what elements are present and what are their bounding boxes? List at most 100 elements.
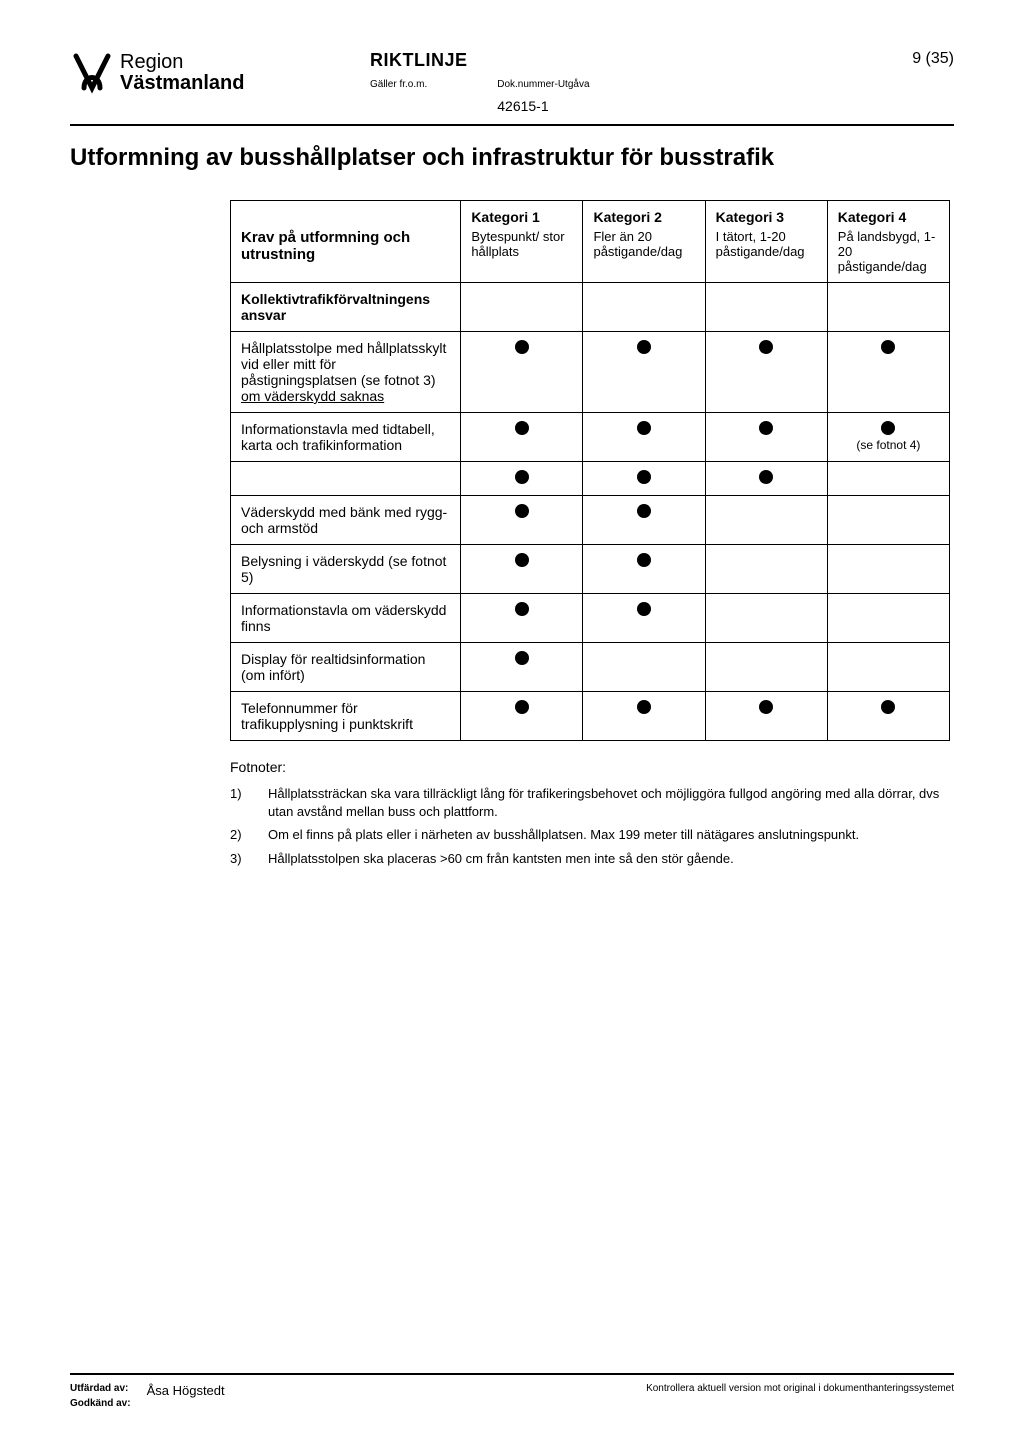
th-kat2: Kategori 2: [583, 201, 705, 230]
footer-left: Utfärdad av: Godkänd av: Åsa Högstedt: [70, 1383, 225, 1409]
table-row: Belysning i väderskydd (se fotnot 5): [231, 545, 950, 594]
doc-type-label: RIKTLINJE: [370, 50, 884, 71]
th-kat3: Kategori 3: [705, 201, 827, 230]
cell-c4: [827, 692, 949, 741]
table-row: Informationstavla med tidtabell, karta o…: [231, 413, 950, 462]
th-kat4-desc: På landsbygd, 1-20 påstigande/dag: [827, 229, 949, 283]
row-label: Informationstavla om väderskydd finns: [231, 594, 461, 643]
cell-c4: (se fotnot 4): [827, 413, 949, 462]
cell-c2: [583, 643, 705, 692]
th-kat1-desc: Bytespunkt/ stor hållplats: [461, 229, 583, 283]
table-row: Väderskydd med bänk med rygg- och armstö…: [231, 496, 950, 545]
table-row: Telefonnummer för trafikupplysning i pun…: [231, 692, 950, 741]
row-label: Display för realtidsinformation (om infö…: [231, 643, 461, 692]
footer-row: Utfärdad av: Godkänd av: Åsa Högstedt Ko…: [70, 1383, 954, 1409]
footnote-text: Hållplatsstolpen ska placeras >60 cm frå…: [268, 850, 734, 868]
logo-block: Region Västmanland: [70, 50, 370, 94]
footer-label-utf: Utfärdad av:: [70, 1383, 131, 1394]
logo-line1: Region: [120, 52, 244, 73]
dot-icon: [515, 700, 529, 714]
footnote-num: 2): [230, 826, 250, 844]
footnote-item: 1)Hållplatssträckan ska vara tillräcklig…: [230, 785, 950, 820]
cell-note: (se fotnot 4): [838, 438, 939, 452]
dot-icon: [515, 651, 529, 665]
dot-icon: [759, 470, 773, 484]
footer-labels: Utfärdad av: Godkänd av:: [70, 1383, 131, 1409]
dot-icon: [515, 340, 529, 354]
cell-c3: [705, 496, 827, 545]
cell-c1: [461, 496, 583, 545]
dot-icon: [515, 470, 529, 484]
header-mid: RIKTLINJE Gäller fr.o.m. Dok.nummer-Utgå…: [370, 50, 884, 114]
cell-c4: [827, 496, 949, 545]
dot-icon: [637, 504, 651, 518]
cell-c1: [461, 413, 583, 462]
header-divider: [70, 124, 954, 126]
meta-row: Gäller fr.o.m. Dok.nummer-Utgåva 42615-1: [370, 79, 884, 114]
footnote-item: 3) Hållplatsstolpen ska placeras >60 cm f…: [230, 850, 950, 868]
cell-c3: [705, 462, 827, 496]
footer: Utfärdad av: Godkänd av: Åsa Högstedt Ko…: [70, 1365, 954, 1409]
cell-c2: [583, 332, 705, 413]
footnotes-title: Fotnoter:: [230, 759, 950, 775]
row-label: Belysning i väderskydd (se fotnot 5): [231, 545, 461, 594]
meta-dok-label: Dok.nummer-Utgåva: [497, 79, 589, 90]
section-c1: [461, 283, 583, 332]
cell-c2: [583, 413, 705, 462]
cell-c4: [827, 643, 949, 692]
footnotes-list: 1)Hållplatssträckan ska vara tillräcklig…: [230, 785, 950, 867]
cell-c2: [583, 462, 705, 496]
meta-galler: Gäller fr.o.m.: [370, 79, 427, 114]
cell-c3: [705, 332, 827, 413]
region-logo-icon: [70, 50, 114, 94]
cell-c3: [705, 413, 827, 462]
cell-c4: [827, 462, 949, 496]
cell-c2: [583, 692, 705, 741]
cell-c1: [461, 332, 583, 413]
table-header-row-2: Krav på utformning och utrustning Bytesp…: [231, 229, 950, 283]
table-row: Hållplatsstolpe med hållplatsskylt vid e…: [231, 332, 950, 413]
dot-icon: [515, 602, 529, 616]
footer-author: Åsa Högstedt: [147, 1383, 225, 1398]
cell-c2: [583, 594, 705, 643]
row-label: Väderskydd med bänk med rygg- och armstö…: [231, 496, 461, 545]
cell-c1: [461, 462, 583, 496]
footnote-num: 3): [230, 850, 250, 868]
th-blank: [231, 201, 461, 230]
cell-c4: [827, 594, 949, 643]
footnotes: Fotnoter: 1)Hållplatssträckan ska vara t…: [230, 759, 950, 867]
footer-label-god: Godkänd av:: [70, 1398, 131, 1409]
table-row: Display för realtidsinformation (om infö…: [231, 643, 950, 692]
dot-icon: [881, 421, 895, 435]
page: Region Västmanland RIKTLINJE Gäller fr.o…: [0, 0, 1024, 1449]
cell-c1: [461, 692, 583, 741]
footnote-text: Om el finns på plats eller i närheten av…: [268, 826, 859, 844]
logo-line2: Västmanland: [120, 73, 244, 94]
page-title: Utformning av busshållplatser och infras…: [70, 144, 954, 172]
dot-icon: [759, 421, 773, 435]
cell-c1: [461, 594, 583, 643]
cell-c3: [705, 545, 827, 594]
table-row: Informationstavla om väderskydd finns: [231, 594, 950, 643]
row-label: Telefonnummer för trafikupplysning i pun…: [231, 692, 461, 741]
requirements-table: Kategori 1 Kategori 2 Kategori 3 Kategor…: [230, 200, 950, 741]
meta-dok: Dok.nummer-Utgåva 42615-1: [497, 79, 589, 114]
footnote-text: Hållplatssträckan ska vara tillräckligt …: [268, 785, 950, 820]
cell-c4: [827, 332, 949, 413]
th-kat3-desc: I tätort, 1-20 påstigande/dag: [705, 229, 827, 283]
dot-icon: [515, 553, 529, 567]
doc-number: 42615-1: [497, 98, 589, 114]
cell-c3: [705, 692, 827, 741]
cell-c3: [705, 594, 827, 643]
table-header-row-1: Kategori 1 Kategori 2 Kategori 3 Kategor…: [231, 201, 950, 230]
cell-c1: [461, 545, 583, 594]
th-kat2-desc: Fler än 20 påstigande/dag: [583, 229, 705, 283]
table-row: [231, 462, 950, 496]
table-body: Kollektivtrafikförvaltningens ansvar Hål…: [231, 283, 950, 741]
cell-c1: [461, 643, 583, 692]
section-c2: [583, 283, 705, 332]
dot-icon: [759, 340, 773, 354]
row-label: Hållplatsstolpe med hållplatsskylt vid e…: [231, 332, 461, 413]
logo-text: Region Västmanland: [120, 52, 244, 94]
th-kat4: Kategori 4: [827, 201, 949, 230]
